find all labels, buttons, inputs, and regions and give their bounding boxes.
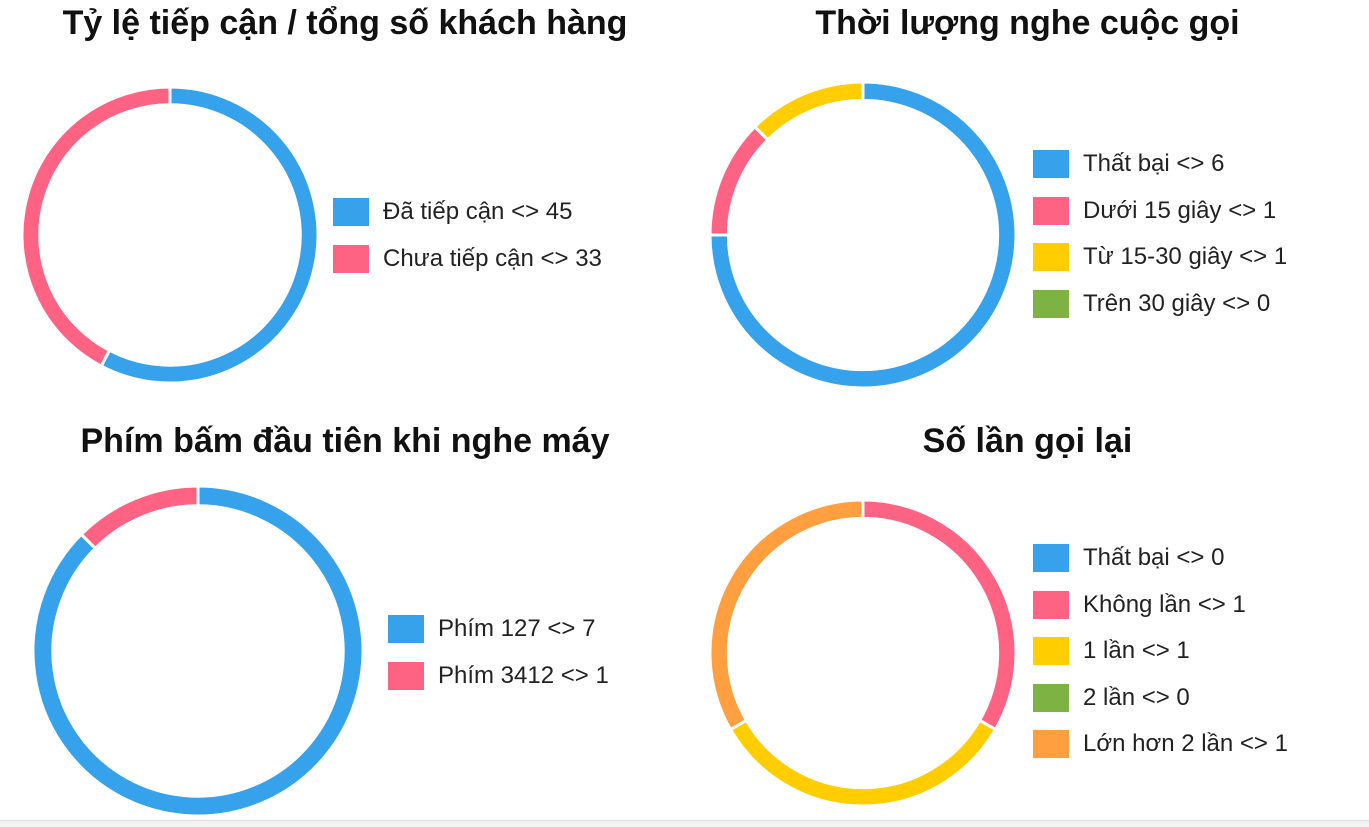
legend-callback-count: Thất bại <> 0 Không lần <> 1 1 lần <> 1 … xyxy=(1033,535,1288,768)
legend-swatch xyxy=(388,661,424,690)
donut-slice-2[interactable] xyxy=(708,124,770,237)
donut-slice-3[interactable] xyxy=(752,80,865,142)
legend-swatch xyxy=(1033,196,1069,225)
donut-chart-first-key[interactable] xyxy=(31,484,365,818)
donut-chart-callback-count[interactable] xyxy=(708,498,1018,808)
legend-swatch xyxy=(333,244,369,273)
legend-label: 1 lần <> 1 xyxy=(1083,637,1190,665)
chart-title-callback-count: Số lần gọi lại xyxy=(922,422,1133,460)
legend-swatch xyxy=(1033,243,1069,272)
legend-label: Thất bại <> 0 xyxy=(1083,544,1225,572)
bottom-scroll-region xyxy=(0,820,1369,827)
legend-swatch xyxy=(1033,289,1069,318)
legend-label: 2 lần <> 0 xyxy=(1083,683,1190,711)
legend-item[interactable]: Phím 3412 <> 1 xyxy=(388,653,609,700)
legend-item[interactable]: Chưa tiếp cận <> 33 xyxy=(333,236,602,283)
legend-label: Không lần <> 1 xyxy=(1083,590,1246,618)
legend-item[interactable]: Đã tiếp cận <> 45 xyxy=(333,189,602,236)
legend-first-key: Phím 127 <> 7 Phím 3412 <> 1 xyxy=(388,606,609,699)
legend-swatch xyxy=(1033,150,1069,179)
legend-swatch xyxy=(1033,590,1069,619)
legend-item[interactable]: Thất bại <> 6 xyxy=(1033,141,1287,188)
legend-label: Trên 30 giây <> 0 xyxy=(1083,289,1271,317)
legend-swatch xyxy=(333,198,369,227)
legend-label: Dưới 15 giây <> 1 xyxy=(1083,196,1277,224)
legend-item[interactable]: Lớn hơn 2 lần <> 1 xyxy=(1033,721,1288,768)
legend-item[interactable]: Thất bại <> 0 xyxy=(1033,535,1288,582)
legend-swatch xyxy=(1033,637,1069,666)
legend-label: Từ 15-30 giây <> 1 xyxy=(1083,243,1288,271)
legend-item[interactable]: Không lần <> 1 xyxy=(1033,582,1288,629)
legend-label: Thất bại <> 6 xyxy=(1083,150,1225,178)
legend-swatch xyxy=(1033,544,1069,573)
donut-slice-2[interactable] xyxy=(79,484,200,551)
donut-slice-2[interactable] xyxy=(861,498,1018,732)
legend-item[interactable]: Từ 15-30 giây <> 1 xyxy=(1033,234,1287,281)
donut-slice-3[interactable] xyxy=(728,718,998,808)
legend-call-duration: Thất bại <> 6 Dưới 15 giây <> 1 Từ 15-30… xyxy=(1033,141,1287,327)
legend-item[interactable]: 2 lần <> 0 xyxy=(1033,675,1288,722)
chart-title-reach-ratio: Tỷ lệ tiếp cận / tổng số khách hàng xyxy=(62,4,628,42)
donut-slice-5[interactable] xyxy=(708,498,865,732)
legend-item[interactable]: Phím 127 <> 7 xyxy=(388,606,609,653)
legend-label: Phím 3412 <> 1 xyxy=(438,661,609,689)
legend-item[interactable]: Trên 30 giây <> 0 xyxy=(1033,281,1287,328)
legend-item[interactable]: Dưới 15 giây <> 1 xyxy=(1033,188,1287,235)
legend-label: Đã tiếp cận <> 45 xyxy=(383,198,573,226)
donut-slice-1[interactable] xyxy=(31,484,365,818)
donut-chart-reach-ratio[interactable] xyxy=(20,85,320,385)
legend-item[interactable]: 1 lần <> 1 xyxy=(1033,628,1288,675)
chart-title-first-key: Phím bấm đầu tiên khi nghe máy xyxy=(80,422,610,460)
legend-reach-ratio: Đã tiếp cận <> 45 Chưa tiếp cận <> 33 xyxy=(333,189,602,282)
legend-swatch xyxy=(1033,730,1069,759)
legend-label: Phím 127 <> 7 xyxy=(438,615,596,643)
donut-chart-call-duration[interactable] xyxy=(708,80,1018,390)
legend-label: Chưa tiếp cận <> 33 xyxy=(383,244,602,272)
legend-label: Lớn hơn 2 lần <> 1 xyxy=(1083,730,1288,758)
chart-title-call-duration: Thời lượng nghe cuộc gọi xyxy=(815,4,1240,42)
legend-swatch xyxy=(1033,683,1069,712)
donut-slice-1[interactable] xyxy=(99,85,320,385)
legend-swatch xyxy=(388,615,424,644)
donut-slice-2[interactable] xyxy=(20,85,172,369)
